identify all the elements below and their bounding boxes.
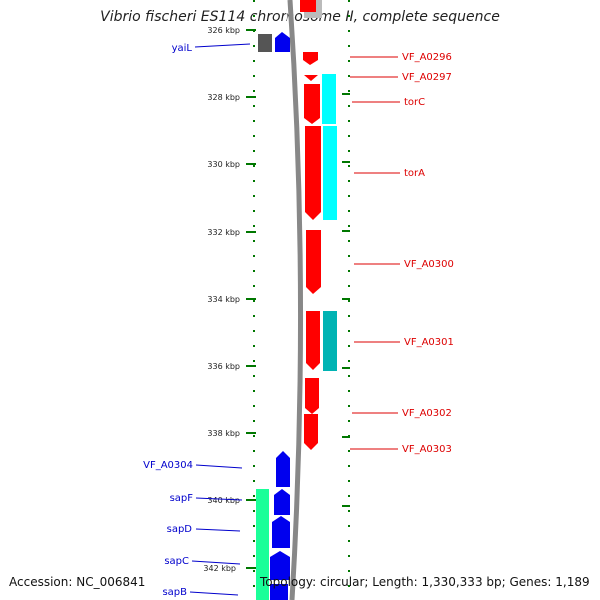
- tick-label-334: 334 kbp: [207, 295, 240, 304]
- feature-sapd: [272, 516, 290, 548]
- backbone-outer: [287, 0, 304, 600]
- gene-label-sapc: sapC: [164, 556, 189, 567]
- feature-sap-cog: [256, 489, 269, 600]
- gene-label-torc: torC: [404, 97, 425, 108]
- feature-vf-a0300: [306, 230, 321, 294]
- tick-label-336: 336 kbp: [207, 362, 240, 371]
- feature-tora-cog: [323, 126, 337, 220]
- gene-label-vf-a0297: VF_A0297: [402, 72, 452, 83]
- gene-label-vf-a0296: VF_A0296: [402, 52, 452, 63]
- backbone-inner: [285, 0, 298, 600]
- feature-tora: [305, 126, 321, 220]
- tick-label-326: 326 kbp: [207, 26, 240, 35]
- gene-label-yail: yaiL: [172, 43, 193, 54]
- map-title: Vibrio fischeri ES114 chromosome II, com…: [100, 9, 500, 25]
- feature-vf-a0301-cog: [323, 311, 337, 371]
- gene-label-vf-a0301: VF_A0301: [404, 337, 454, 348]
- feature-yail-cog: [258, 34, 272, 52]
- gene-label-sapb: sapB: [162, 587, 187, 598]
- tick-label-340: 340 kbp: [207, 496, 240, 505]
- feature-vf-a0297: [304, 75, 318, 81]
- gene-label-vf-a0304: VF_A0304: [143, 460, 193, 471]
- feature-vf-a0301: [306, 311, 320, 370]
- reverse-gene-labels: yaiL VF_A0304 sapF sapD sapC sapB: [143, 43, 193, 598]
- tick-label-328: 328 kbp: [207, 93, 240, 102]
- sequence-summary: Topology: circular; Length: 1,330,333 bp…: [260, 575, 590, 589]
- tick-label-330: 330 kbp: [207, 160, 240, 169]
- tick-label-332: 332 kbp: [207, 228, 240, 237]
- tick-label-342: 342 kbp: [203, 564, 236, 573]
- gene-label-vf-a0302: VF_A0302: [402, 408, 452, 419]
- gene-label-vf-a0303: VF_A0303: [402, 444, 452, 455]
- feature-torc: [304, 84, 320, 124]
- tick-label-338: 338 kbp: [207, 429, 240, 438]
- reverse-strand-features: [256, 32, 290, 600]
- accession-text: Accession: NC_006841: [9, 575, 146, 589]
- feature-torc-cog: [322, 74, 336, 124]
- scale-ticks: [246, 29, 350, 569]
- feature-vf-a0304: [276, 451, 290, 487]
- feature-vf-a0302: [305, 378, 319, 414]
- feature-vf-a0296: [303, 52, 318, 65]
- feature-vf-a0303: [304, 414, 318, 450]
- forward-strand-features: [303, 52, 337, 450]
- feature-sapb: [270, 584, 288, 600]
- reverse-label-leaders: [189, 43, 251, 596]
- forward-label-leaders: [350, 56, 400, 450]
- gene-label-sapf: sapF: [170, 493, 194, 504]
- gene-label-vf-a0300: VF_A0300: [404, 259, 454, 270]
- tick-labels: 326 kbp 328 kbp 330 kbp 332 kbp 334 kbp …: [203, 26, 240, 573]
- feature-sapf: [274, 489, 290, 515]
- feature-sapc: [270, 551, 290, 580]
- feature-top-red: [300, 0, 316, 12]
- forward-gene-labels: VF_A0296 VF_A0297 torC torA VF_A0300 VF_…: [402, 52, 454, 455]
- feature-yail: [275, 32, 290, 52]
- gene-label-sapd: sapD: [167, 524, 193, 535]
- gene-label-tora: torA: [404, 168, 425, 179]
